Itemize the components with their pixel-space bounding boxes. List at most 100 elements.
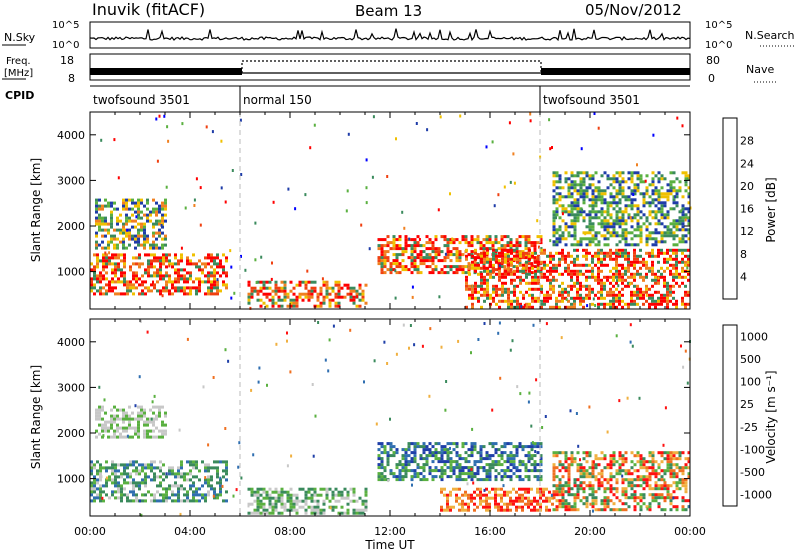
data-cell <box>618 216 622 220</box>
data-cell <box>531 287 534 291</box>
data-cell <box>392 244 396 248</box>
data-cell <box>618 248 621 252</box>
data-cell <box>422 256 426 260</box>
data-cell <box>669 472 673 476</box>
data-cell <box>537 278 540 282</box>
data-cell <box>283 289 287 293</box>
data-cell <box>455 265 459 269</box>
data-cell <box>573 493 577 497</box>
data-cell <box>337 490 341 494</box>
data-cell <box>174 289 177 293</box>
data-cell <box>95 429 98 433</box>
data-cell <box>465 281 468 285</box>
data-cell <box>666 487 670 491</box>
data-cell <box>539 469 543 473</box>
data-speckle <box>181 122 184 126</box>
data-cell <box>627 302 630 306</box>
data-cell <box>636 213 640 217</box>
data-cell <box>132 292 135 296</box>
data-cell <box>597 251 600 255</box>
data-cell <box>642 275 645 279</box>
data-cell <box>552 287 555 291</box>
data-cell <box>110 213 113 217</box>
data-cell <box>343 487 347 491</box>
data-cell <box>355 499 359 503</box>
data-cell <box>522 278 525 282</box>
data-cell <box>639 460 643 464</box>
data-speckle <box>682 365 685 369</box>
data-cell <box>486 287 489 291</box>
data-cell <box>164 198 167 202</box>
data-cell <box>672 266 675 270</box>
data-cell <box>96 259 99 263</box>
data-cell <box>479 241 483 245</box>
data-cell <box>579 293 582 297</box>
data-cell <box>651 269 654 273</box>
data-cell <box>582 189 586 193</box>
data-cell <box>555 490 559 494</box>
data-cell <box>600 293 603 297</box>
data-cell <box>636 183 640 187</box>
data-cell <box>132 478 135 482</box>
data-cell <box>509 502 512 506</box>
data-cell <box>537 260 540 264</box>
data-cell <box>180 460 183 464</box>
data-cell <box>633 272 636 276</box>
data-cell <box>479 451 483 455</box>
data-cell <box>672 275 675 279</box>
data-cell <box>588 213 592 217</box>
data-speckle <box>108 251 111 255</box>
data-cell <box>250 292 254 296</box>
data-cell <box>609 299 612 303</box>
data-cell <box>591 198 595 202</box>
data-cell <box>506 442 510 446</box>
data-cell <box>141 463 144 467</box>
data-cell <box>186 493 189 497</box>
data-cell <box>552 466 556 470</box>
data-cell <box>495 260 498 264</box>
data-cell <box>597 463 601 467</box>
data-cell <box>663 192 667 196</box>
data-cell <box>377 466 381 470</box>
data-cell <box>204 280 207 284</box>
data-cell <box>331 289 335 293</box>
data-cell <box>143 408 146 412</box>
data-cell <box>146 429 149 433</box>
data-cell <box>555 302 558 306</box>
data-cell <box>189 262 192 266</box>
data-cell <box>146 432 149 436</box>
data-cell <box>594 463 598 467</box>
freq-axis-label-1: Freq. <box>6 56 31 67</box>
data-speckle <box>101 496 104 500</box>
data-cell <box>654 278 657 282</box>
data-cell <box>567 210 571 214</box>
data-cell <box>570 180 574 184</box>
data-cell <box>561 237 565 241</box>
data-cell <box>488 235 492 239</box>
data-cell <box>137 204 140 208</box>
data-cell <box>522 293 525 297</box>
data-cell <box>660 487 664 491</box>
data-cell <box>161 420 164 424</box>
data-cell <box>101 228 104 232</box>
data-cell <box>527 241 531 245</box>
data-speckle <box>491 140 494 144</box>
data-cell <box>558 484 562 488</box>
data-cell <box>645 192 649 196</box>
data-cell <box>573 204 577 208</box>
data-cell <box>389 454 393 458</box>
data-cell <box>669 284 672 288</box>
data-cell <box>570 460 574 464</box>
data-cell <box>624 278 627 282</box>
data-cell <box>146 237 149 241</box>
data-cell <box>486 251 489 255</box>
data-cell <box>642 302 645 306</box>
data-cell <box>186 286 189 290</box>
data-cell <box>380 475 384 479</box>
data-speckle <box>184 206 187 210</box>
data-cell <box>510 257 513 261</box>
data-cell <box>615 234 619 238</box>
data-cell <box>265 508 269 512</box>
data-cell <box>158 207 161 211</box>
data-cell <box>600 263 603 267</box>
